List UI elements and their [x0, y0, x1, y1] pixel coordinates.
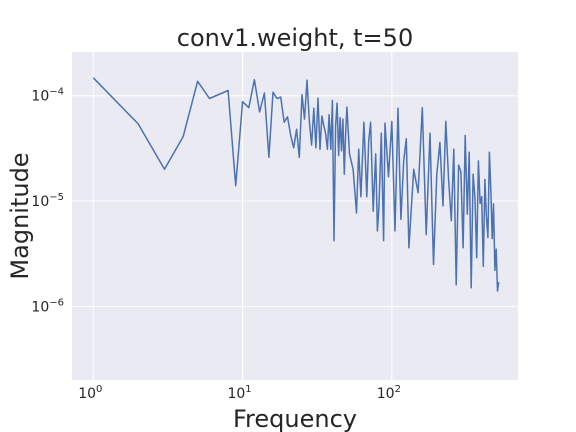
y-tick-labels: 10−6 10−5 10−4: [31, 87, 64, 316]
y-tick-label: 10−6: [31, 297, 64, 315]
x-tick-label: 102: [377, 384, 401, 402]
y-tick-label: 10−5: [31, 192, 64, 210]
plot-area: [72, 52, 518, 380]
y-tick-label: 10−4: [31, 87, 64, 105]
x-tick-label: 101: [227, 384, 251, 402]
series-line-0: [92, 77, 500, 292]
chart-title: conv1.weight, t=50: [177, 24, 413, 52]
x-tick-labels: 100 101 102: [78, 384, 401, 402]
x-axis-label: Frequency: [233, 405, 357, 432]
x-tick-label: 100: [78, 384, 102, 402]
series-group: [92, 77, 500, 292]
y-axis-label: Magnitude: [6, 152, 34, 279]
